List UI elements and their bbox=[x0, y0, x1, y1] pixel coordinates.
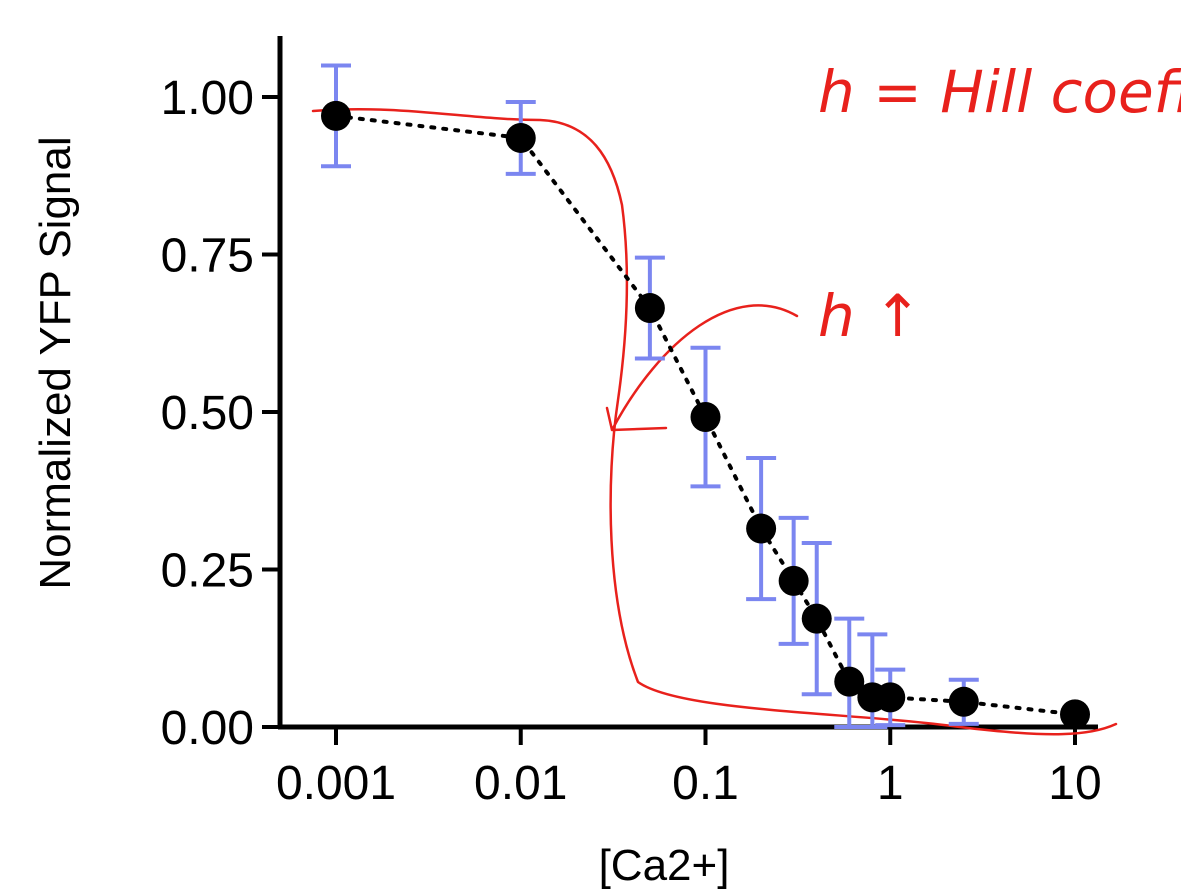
data-point bbox=[834, 666, 865, 697]
x-tick-label: 10 bbox=[1048, 757, 1101, 810]
data-point bbox=[1060, 699, 1090, 730]
data-point bbox=[948, 686, 979, 717]
x-tick-label: 0.001 bbox=[276, 757, 396, 810]
annotations: h = Hill coeff. h ↑ bbox=[311, 58, 1181, 736]
y-tick-label: 0.00 bbox=[161, 702, 254, 755]
data-points bbox=[321, 100, 1090, 730]
y-tick-label: 1.00 bbox=[161, 72, 254, 125]
y-axis-label: Normalized YFP Signal bbox=[31, 136, 80, 589]
data-point bbox=[778, 565, 809, 596]
annotation-h-up: h ↑ bbox=[818, 282, 922, 350]
series-connector-line bbox=[334, 113, 1077, 717]
y-ticks: 0.00 0.25 0.50 0.75 1.00 bbox=[161, 72, 280, 755]
arrow-annotation bbox=[605, 304, 799, 432]
data-point bbox=[690, 402, 721, 433]
x-tick-label: 1 bbox=[877, 757, 904, 810]
data-point bbox=[505, 122, 536, 153]
data-point bbox=[321, 100, 351, 131]
data-point bbox=[746, 513, 777, 544]
error-bars bbox=[321, 63, 979, 729]
y-tick-label: 0.50 bbox=[161, 387, 254, 440]
y-tick-label: 0.75 bbox=[161, 230, 254, 283]
annotation-hill: h = Hill coeff. bbox=[818, 58, 1181, 126]
data-point bbox=[875, 682, 906, 713]
data-point bbox=[634, 293, 665, 324]
x-ticks: 0.001 0.01 0.1 1 10 bbox=[276, 727, 1102, 810]
y-tick-label: 0.25 bbox=[161, 545, 254, 598]
x-tick-label: 0.1 bbox=[672, 757, 739, 810]
data-point bbox=[801, 603, 832, 634]
x-axis-label: [Ca2+] bbox=[599, 841, 730, 890]
x-tick-label: 0.01 bbox=[474, 757, 567, 810]
